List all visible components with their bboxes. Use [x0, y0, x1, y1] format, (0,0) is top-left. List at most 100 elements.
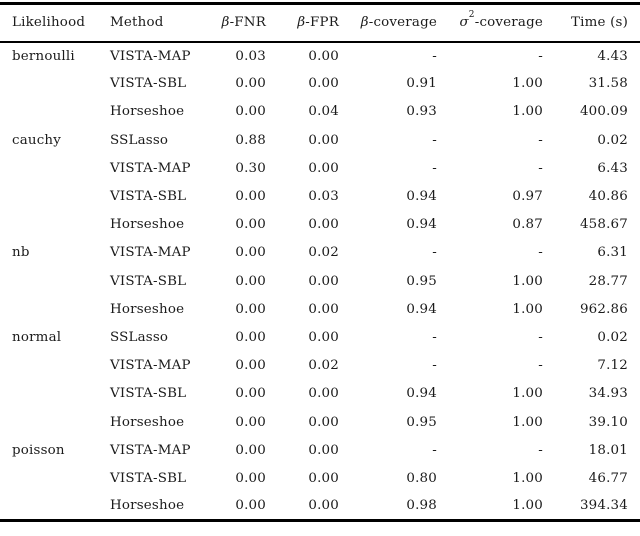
cell-method: Horseshoe: [110, 217, 185, 233]
cell-beta-fnr: 0.00: [235, 104, 266, 120]
cell-beta-fpr: 0.04: [308, 104, 339, 120]
cell-likelihood: [0, 267, 110, 295]
table-row: bernoulli VISTA-MAP 0.03 0.00 - - 4.43: [0, 42, 640, 70]
cell-beta-fpr: 0.02: [308, 358, 339, 374]
cell-likelihood: nb: [12, 245, 30, 261]
cell-beta-coverage: 0.98: [406, 498, 437, 514]
cell-method: Horseshoe: [110, 301, 185, 317]
cell-beta-fpr: 0.00: [308, 160, 339, 176]
table-row: VISTA-SBL 0.00 0.03 0.94 0.97 40.86: [0, 182, 640, 210]
cell-time: 4.43: [597, 48, 628, 64]
cell-method: VISTA-SBL: [110, 386, 187, 402]
cell-beta-coverage: -: [432, 442, 437, 458]
cell-sigma2-coverage: -: [538, 160, 543, 176]
cell-time: 6.43: [597, 160, 628, 176]
cell-sigma2-coverage: 0.87: [512, 217, 543, 233]
cell-method: SSLasso: [110, 329, 169, 345]
cell-beta-fpr: 0.00: [308, 498, 339, 514]
cell-beta-fpr: 0.00: [308, 386, 339, 402]
cell-method: VISTA-MAP: [110, 160, 191, 176]
cell-beta-coverage: 0.94: [406, 189, 437, 205]
cell-beta-fnr: 0.00: [235, 470, 266, 486]
cell-method: VISTA-SBL: [110, 273, 187, 289]
table-row: Horseshoe 0.00 0.00 0.94 0.87 458.67: [0, 211, 640, 239]
cell-method: SSLasso: [110, 132, 169, 148]
cell-likelihood: [0, 408, 110, 436]
cell-sigma2-coverage: -: [538, 329, 543, 345]
cell-likelihood: [0, 98, 110, 126]
cell-beta-coverage: -: [432, 160, 437, 176]
cell-method: VISTA-MAP: [110, 358, 191, 374]
table-row: VISTA-SBL 0.00 0.00 0.80 1.00 46.77: [0, 464, 640, 492]
math-symbol: β: [360, 15, 369, 31]
cell-beta-coverage: 0.94: [406, 301, 437, 317]
cell-beta-fpr: 0.00: [308, 470, 339, 486]
cell-method: VISTA-MAP: [110, 442, 191, 458]
cell-likelihood: [0, 352, 110, 380]
table-row: Horseshoe 0.00 0.00 0.98 1.00 394.34: [0, 493, 640, 521]
cell-beta-fpr: 0.00: [308, 76, 339, 92]
cell-beta-fnr: 0.00: [235, 273, 266, 289]
cell-beta-coverage: 0.95: [406, 414, 437, 430]
cell-beta-fpr: 0.00: [308, 132, 339, 148]
column-label: -coverage: [474, 15, 543, 31]
cell-sigma2-coverage: -: [538, 442, 543, 458]
cell-time: 39.10: [588, 414, 628, 430]
cell-time: 6.31: [597, 245, 628, 261]
cell-time: 34.93: [588, 386, 628, 402]
cell-time: 394.34: [579, 498, 628, 514]
cell-sigma2-coverage: 0.97: [512, 189, 543, 205]
column-header-method: Method: [110, 3, 198, 43]
cell-time: 0.02: [597, 132, 628, 148]
cell-time: 7.12: [597, 358, 628, 374]
cell-sigma2-coverage: -: [538, 358, 543, 374]
cell-beta-fnr: 0.00: [235, 358, 266, 374]
cell-beta-fnr: 0.30: [235, 160, 266, 176]
cell-beta-fpr: 0.00: [308, 217, 339, 233]
cell-beta-fpr: 0.03: [308, 189, 339, 205]
cell-beta-coverage: 0.91: [406, 76, 437, 92]
cell-sigma2-coverage: 1.00: [512, 273, 543, 289]
cell-time: 31.58: [588, 76, 628, 92]
cell-sigma2-coverage: -: [538, 132, 543, 148]
cell-beta-coverage: 0.94: [406, 217, 437, 233]
cell-beta-coverage: 0.93: [406, 104, 437, 120]
column-label: -FPR: [305, 15, 339, 31]
results-table: Likelihood Method β-FNR β-FPR β-coverage σ2-c…: [0, 2, 640, 523]
table-row: nb VISTA-MAP 0.00 0.02 - - 6.31: [0, 239, 640, 267]
cell-likelihood: [0, 295, 110, 323]
table-row: VISTA-SBL 0.00 0.00 0.91 1.00 31.58: [0, 70, 640, 98]
cell-beta-coverage: 0.95: [406, 273, 437, 289]
table-header: Likelihood Method β-FNR β-FPR β-coverage σ2-c…: [0, 3, 640, 43]
cell-likelihood: [0, 211, 110, 239]
math-symbol: β: [221, 15, 230, 31]
cell-beta-coverage: 0.80: [406, 470, 437, 486]
cell-beta-coverage: -: [432, 358, 437, 374]
table-row: Horseshoe 0.00 0.04 0.93 1.00 400.09: [0, 98, 640, 126]
column-header-beta-fpr: β-FPR: [266, 3, 339, 43]
table-body: bernoulli VISTA-MAP 0.03 0.00 - - 4.43 VISTA-SB…: [0, 42, 640, 521]
cell-method: VISTA-MAP: [110, 48, 191, 64]
superscript: 2: [468, 9, 475, 20]
table-row: cauchy SSLasso 0.88 0.00 - - 0.02: [0, 126, 640, 154]
cell-time: 40.86: [588, 189, 628, 205]
table-row: VISTA-SBL 0.00 0.00 0.95 1.00 28.77: [0, 267, 640, 295]
cell-method: VISTA-MAP: [110, 245, 191, 261]
cell-likelihood: [0, 464, 110, 492]
cell-beta-fpr: 0.00: [308, 414, 339, 430]
column-header-time: Time (s): [543, 3, 640, 43]
cell-beta-fpr: 0.00: [308, 48, 339, 64]
table-row: VISTA-MAP 0.00 0.02 - - 7.12: [0, 352, 640, 380]
column-header-beta-coverage: β-coverage: [339, 3, 437, 43]
cell-beta-coverage: -: [432, 245, 437, 261]
cell-beta-fnr: 0.00: [235, 301, 266, 317]
cell-time: 18.01: [588, 442, 628, 458]
cell-likelihood: [0, 154, 110, 182]
math-symbol: σ: [459, 15, 469, 31]
cell-beta-fnr: 0.00: [235, 414, 266, 430]
cell-method: Horseshoe: [110, 414, 185, 430]
table-row: VISTA-MAP 0.30 0.00 - - 6.43: [0, 154, 640, 182]
column-label: -coverage: [368, 15, 437, 31]
cell-beta-fnr: 0.00: [235, 498, 266, 514]
